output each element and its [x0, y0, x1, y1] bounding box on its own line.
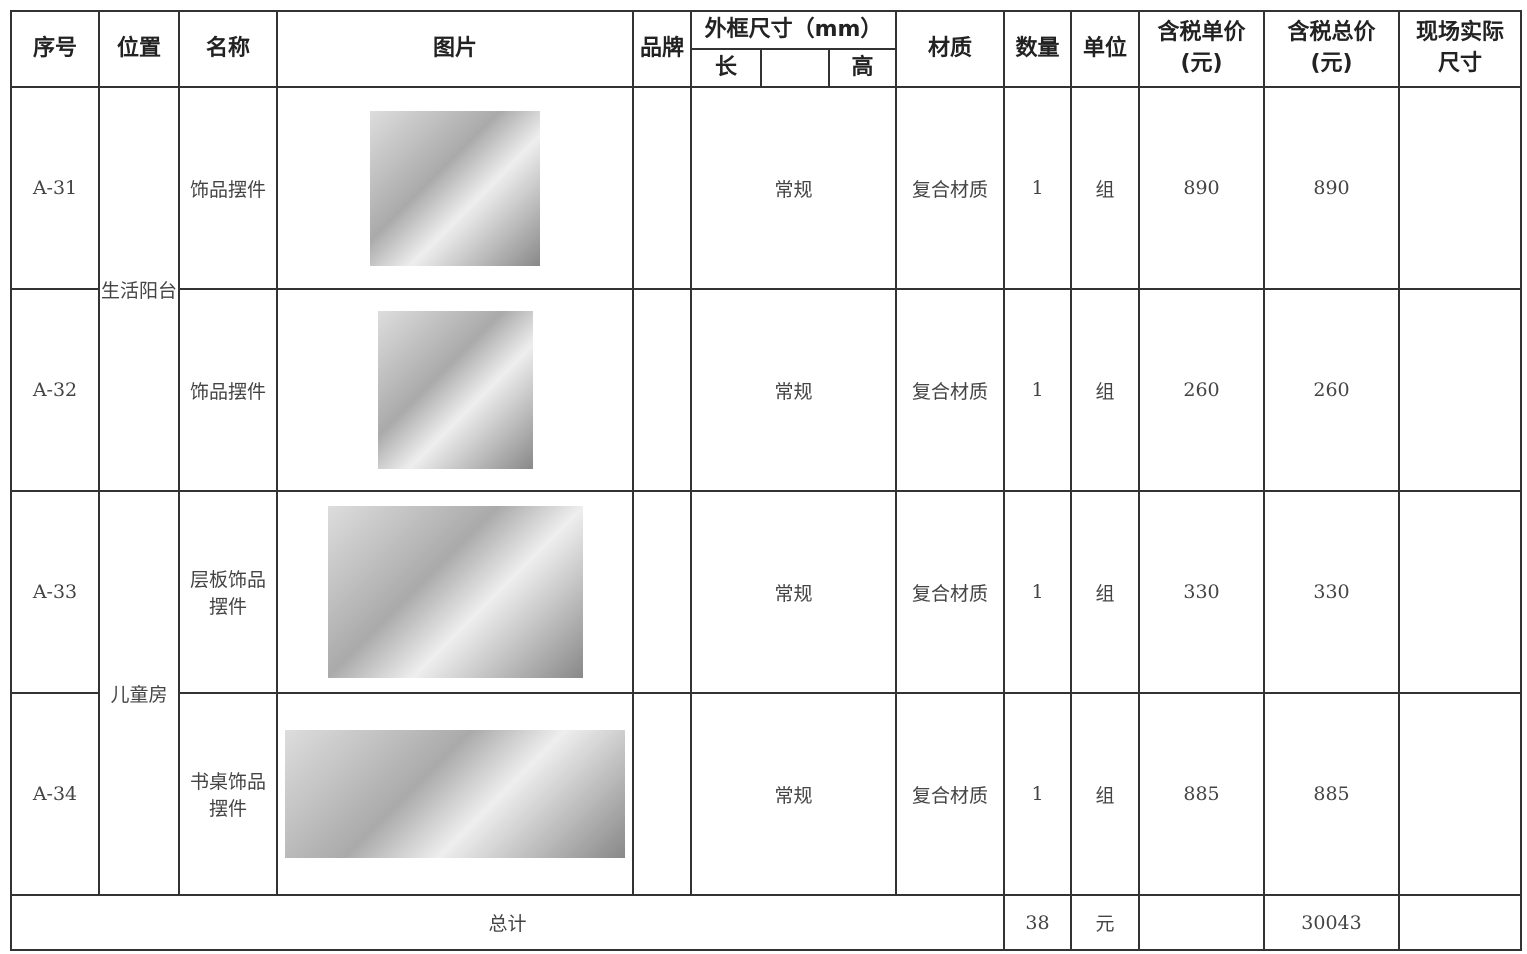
- cell: 1: [1003, 490, 1072, 694]
- cell: 260: [1138, 288, 1265, 492]
- item-table: 序号 位置 名称 图片 品牌 外框尺寸（mm） 材质 数量 单位 含税单价 (元) 含税总价 (元)…: [10, 10, 1522, 951]
- body-row: A-32 饰品摆件 常规 复合材质 1 组 260 260: [10, 288, 1522, 492]
- cell: 层板饰品 摆件: [178, 490, 278, 694]
- document: 序号 位置 名称 图片 品牌 外框尺寸（mm） 材质 数量 单位 含税单价 (元) 含税总价 (元)…: [10, 10, 1522, 951]
- cell: A-31: [10, 86, 100, 290]
- product-image: [285, 730, 625, 858]
- header-cell: 高: [828, 48, 897, 88]
- cell: [1398, 692, 1522, 896]
- cell: 1: [1003, 692, 1072, 896]
- total-price: 30043: [1263, 894, 1400, 951]
- location-cell: 儿童房: [98, 490, 180, 896]
- cell: 组: [1070, 692, 1140, 896]
- header-row: 长高: [11, 48, 1521, 88]
- cell: 常规: [690, 692, 897, 896]
- cell: 890: [1138, 86, 1265, 290]
- total-qty: 38: [1003, 894, 1072, 951]
- header-cell: 单位: [1070, 10, 1140, 88]
- cell: [1398, 490, 1522, 694]
- cell: A-33: [10, 490, 100, 694]
- header-cell: 品牌: [632, 10, 692, 88]
- cell: 1: [1003, 86, 1072, 290]
- cell: 常规: [690, 86, 897, 290]
- cell: [1398, 288, 1522, 492]
- cell: [276, 490, 634, 694]
- cell: A-32: [10, 288, 100, 492]
- cell: [276, 86, 634, 290]
- cell: A-34: [10, 692, 100, 896]
- cell: [276, 288, 634, 492]
- cell: [632, 490, 692, 694]
- cell: [276, 692, 634, 896]
- product-image: [327, 506, 583, 678]
- cell: 常规: [690, 490, 897, 694]
- total-label: 总计: [10, 894, 1005, 951]
- cell: [1398, 86, 1522, 290]
- total-unit: 元: [1070, 894, 1140, 951]
- cell: 330: [1138, 490, 1265, 694]
- header-cell: 长: [690, 48, 762, 88]
- cell: 饰品摆件: [178, 288, 278, 492]
- cell: 885: [1263, 692, 1400, 896]
- location-cell: 生活阳台: [98, 86, 180, 492]
- cell: 330: [1263, 490, 1400, 694]
- cell: 260: [1263, 288, 1400, 492]
- header-cell: 材质: [895, 10, 1005, 88]
- cell: [1138, 894, 1265, 951]
- cell: [632, 288, 692, 492]
- header-cell: 现场实际 尺寸: [1398, 10, 1522, 88]
- header-row: 序号 位置 名称 图片 品牌 外框尺寸（mm） 材质 数量 单位 含税单价 (元) 含税总价 (元)…: [10, 10, 1522, 88]
- cell: 书桌饰品 摆件: [178, 692, 278, 896]
- header-cell: 数量: [1003, 10, 1072, 88]
- total-row: 总计 38 元 30043: [10, 894, 1522, 951]
- header-cell: 名称: [178, 10, 278, 88]
- body-row: A-34 书桌饰品 摆件 常规 复合材质 1 组 885 885: [10, 692, 1522, 896]
- cell: 复合材质: [895, 288, 1005, 492]
- cell: 组: [1070, 86, 1140, 290]
- product-image: [370, 110, 540, 266]
- header-cell: 图片: [276, 10, 634, 88]
- cell: 890: [1263, 86, 1400, 290]
- product-image: [377, 311, 533, 469]
- cell: 饰品摆件: [178, 86, 278, 290]
- header-cell: 含税单价 (元): [1138, 10, 1265, 88]
- cell: 组: [1070, 288, 1140, 492]
- cell: [1398, 894, 1522, 951]
- cell: 1: [1003, 288, 1072, 492]
- header-cell: 位置: [98, 10, 180, 88]
- cell: 复合材质: [895, 86, 1005, 290]
- cell: 复合材质: [895, 490, 1005, 694]
- header-cell: 序号: [10, 10, 100, 88]
- header-cell: [760, 48, 830, 88]
- header-cell: 外框尺寸（mm）: [690, 10, 897, 50]
- cell: [632, 692, 692, 896]
- cell: 常规: [690, 288, 897, 492]
- cell: 复合材质: [895, 692, 1005, 896]
- header-cell: 含税总价 (元): [1263, 10, 1400, 88]
- cell: 885: [1138, 692, 1265, 896]
- body-row: A-33 儿童房 层板饰品 摆件 常规 复合材质 1 组 330 330: [10, 490, 1522, 896]
- body-row: A-31 生活阳台 饰品摆件 常规 复合材质 1 组 890 890: [10, 86, 1522, 492]
- cell: [632, 86, 692, 290]
- cell: 组: [1070, 490, 1140, 694]
